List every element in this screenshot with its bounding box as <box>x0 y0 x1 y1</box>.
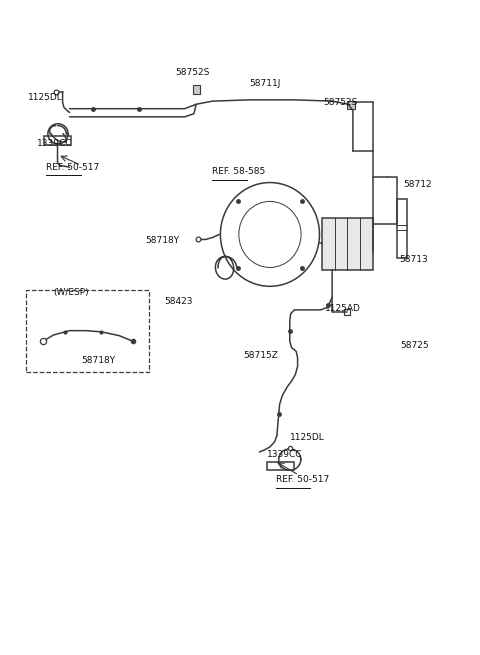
Text: 58713: 58713 <box>399 255 428 264</box>
Bar <box>348 100 355 109</box>
Text: (W/ESP): (W/ESP) <box>53 288 89 297</box>
Text: 1339CC: 1339CC <box>267 450 302 459</box>
Text: 1125DL: 1125DL <box>28 94 63 102</box>
Text: 58752S: 58752S <box>323 98 357 107</box>
Text: 58423: 58423 <box>164 297 192 306</box>
Text: 1339CC: 1339CC <box>37 139 73 148</box>
Text: 58718Y: 58718Y <box>81 356 115 365</box>
Bar <box>322 218 372 270</box>
Bar <box>44 136 71 145</box>
Bar <box>193 84 200 94</box>
Bar <box>267 462 294 470</box>
Text: 1125AD: 1125AD <box>325 304 361 313</box>
Text: 58711J: 58711J <box>249 79 281 88</box>
Text: REF. 50-517: REF. 50-517 <box>276 475 329 484</box>
Bar <box>396 198 407 258</box>
Text: 58715Z: 58715Z <box>244 351 278 360</box>
Text: REF. 50-517: REF. 50-517 <box>47 162 100 172</box>
Text: REF. 58-585: REF. 58-585 <box>212 167 265 176</box>
Text: 58752S: 58752S <box>176 68 210 77</box>
Text: 58712: 58712 <box>404 179 432 189</box>
Text: 1125DL: 1125DL <box>290 433 324 442</box>
Text: 58718Y: 58718Y <box>145 236 180 245</box>
Text: 58725: 58725 <box>400 341 429 350</box>
